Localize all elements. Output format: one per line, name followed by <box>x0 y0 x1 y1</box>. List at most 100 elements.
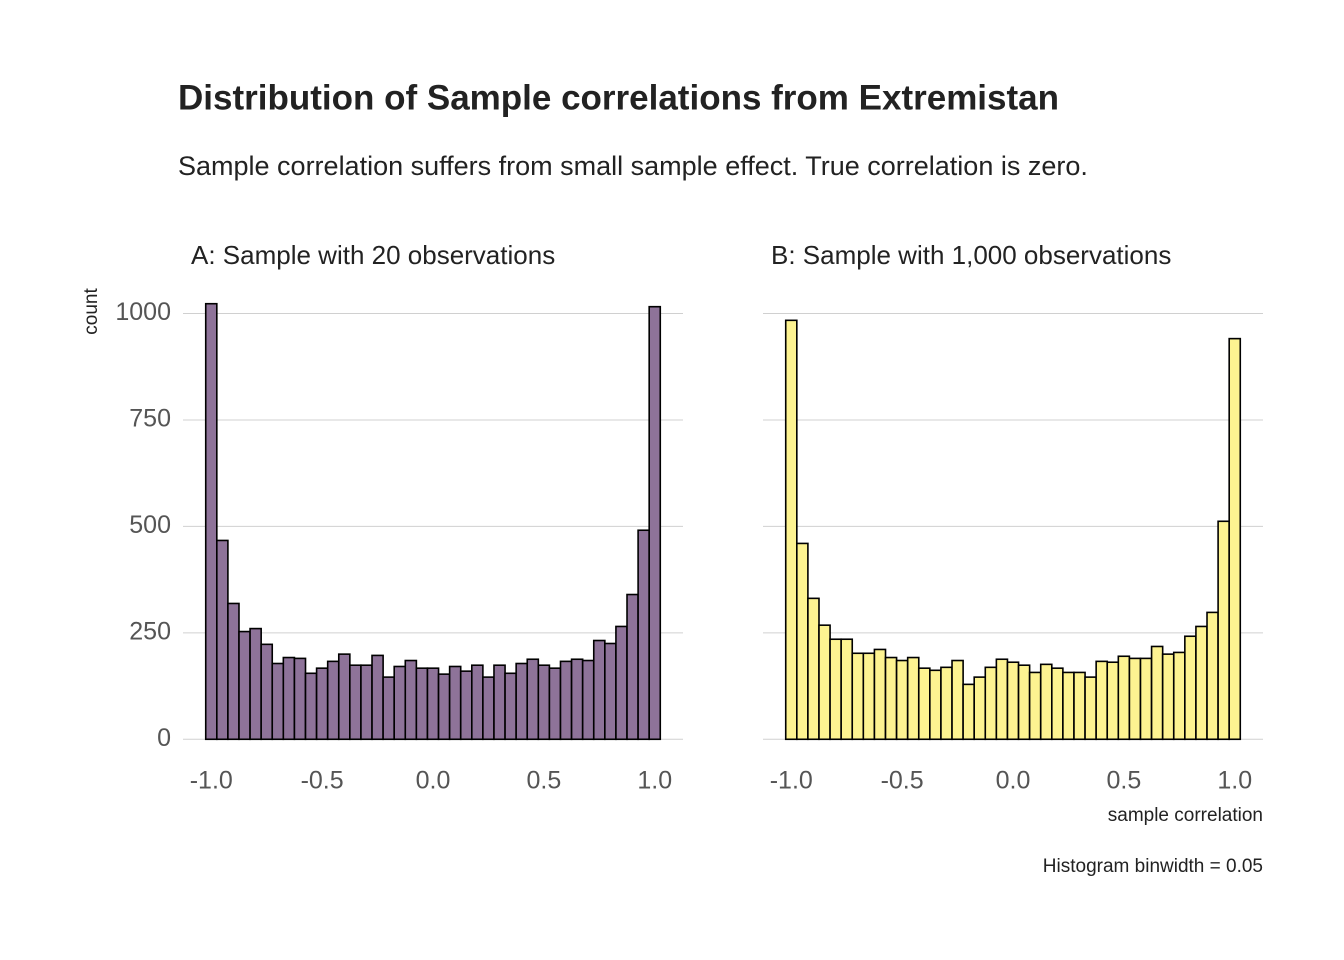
bar <box>415 667 429 741</box>
bar <box>615 625 628 741</box>
bar <box>515 662 529 741</box>
bar <box>337 653 351 741</box>
caption: Histogram binwidth = 0.05 <box>1043 856 1263 877</box>
y-tick-label: 250 <box>129 617 171 645</box>
bar <box>349 664 362 741</box>
bar <box>784 319 798 741</box>
bar <box>895 659 909 741</box>
x-tick-label: -1.0 <box>190 767 233 795</box>
chart-title: Distribution of Sample correlations from… <box>178 78 1059 117</box>
bar <box>995 658 1009 741</box>
bar <box>548 667 562 741</box>
bar <box>559 660 573 741</box>
bar <box>604 642 617 741</box>
bar <box>1139 657 1153 741</box>
bar <box>818 624 831 741</box>
bar <box>862 652 876 741</box>
bar <box>271 662 285 741</box>
bar <box>1084 676 1097 741</box>
bar <box>851 652 865 741</box>
bar <box>1150 645 1164 741</box>
x-tick-label: 0.5 <box>526 767 561 795</box>
bar <box>282 656 296 741</box>
bar <box>249 627 262 741</box>
bar <box>807 597 820 741</box>
bar <box>493 664 506 741</box>
bar <box>404 659 418 741</box>
bar <box>570 658 584 741</box>
bar <box>227 602 240 741</box>
bar <box>482 676 495 741</box>
bar <box>526 658 540 741</box>
x-tick-label: 0.0 <box>996 767 1031 795</box>
bar <box>637 529 650 741</box>
bar <box>1172 651 1186 741</box>
bar <box>504 672 517 741</box>
y-tick-label: 750 <box>129 405 171 433</box>
bar <box>873 648 887 741</box>
y-tick-label: 0 <box>157 724 171 752</box>
bar <box>1073 671 1086 741</box>
bar <box>962 683 975 741</box>
bar <box>448 665 462 741</box>
bar <box>929 669 942 741</box>
bar <box>471 664 484 741</box>
bar <box>1195 625 1208 741</box>
bar <box>626 593 639 741</box>
bar <box>648 305 662 741</box>
bar <box>940 666 953 741</box>
bar <box>592 639 606 741</box>
bar <box>906 656 920 741</box>
bar <box>884 656 898 741</box>
bar <box>1161 653 1175 741</box>
bar <box>260 643 274 741</box>
bar <box>984 666 998 741</box>
bar <box>382 676 395 741</box>
bar <box>216 539 229 741</box>
bar <box>293 657 307 741</box>
x-axis-label: sample correlation <box>1108 805 1263 826</box>
bar <box>360 664 373 741</box>
x-tick-label: 0.5 <box>1106 767 1141 795</box>
bar <box>1184 635 1197 741</box>
bar <box>537 664 551 741</box>
bar <box>1062 671 1075 741</box>
bar <box>1106 661 1120 741</box>
bar <box>1206 611 1219 741</box>
bar <box>426 667 440 741</box>
bar <box>1117 655 1131 741</box>
bar <box>1217 520 1230 741</box>
bar <box>326 660 340 741</box>
bar <box>437 673 451 741</box>
bar <box>829 638 842 741</box>
panel-title: B: Sample with 1,000 observations <box>771 240 1171 270</box>
bar <box>204 302 218 741</box>
x-tick-label: 0.0 <box>416 767 451 795</box>
bar <box>840 638 854 741</box>
chart-subtitle: Sample correlation suffers from small sa… <box>178 151 1088 181</box>
x-tick-label: -1.0 <box>770 767 813 795</box>
bar <box>1228 337 1242 741</box>
x-tick-label: -0.5 <box>881 767 924 795</box>
panel-title: A: Sample with 20 observations <box>191 240 555 270</box>
y-axis-label: count <box>81 288 102 335</box>
bar <box>393 665 407 741</box>
bar <box>951 659 964 741</box>
bar <box>796 542 809 741</box>
bar <box>1039 663 1053 741</box>
bar <box>1028 671 1042 741</box>
x-tick-label: -0.5 <box>301 767 344 795</box>
x-tick-label: 1.0 <box>637 767 672 795</box>
bar <box>459 670 473 741</box>
bar <box>917 667 931 741</box>
bar <box>1128 657 1142 741</box>
bar <box>581 659 595 741</box>
bar <box>238 630 251 741</box>
bar <box>1051 667 1064 741</box>
bar <box>1017 664 1031 741</box>
x-tick-label: 1.0 <box>1217 767 1252 795</box>
y-tick-label: 500 <box>129 511 171 539</box>
bar <box>973 676 987 741</box>
bar <box>304 672 318 741</box>
